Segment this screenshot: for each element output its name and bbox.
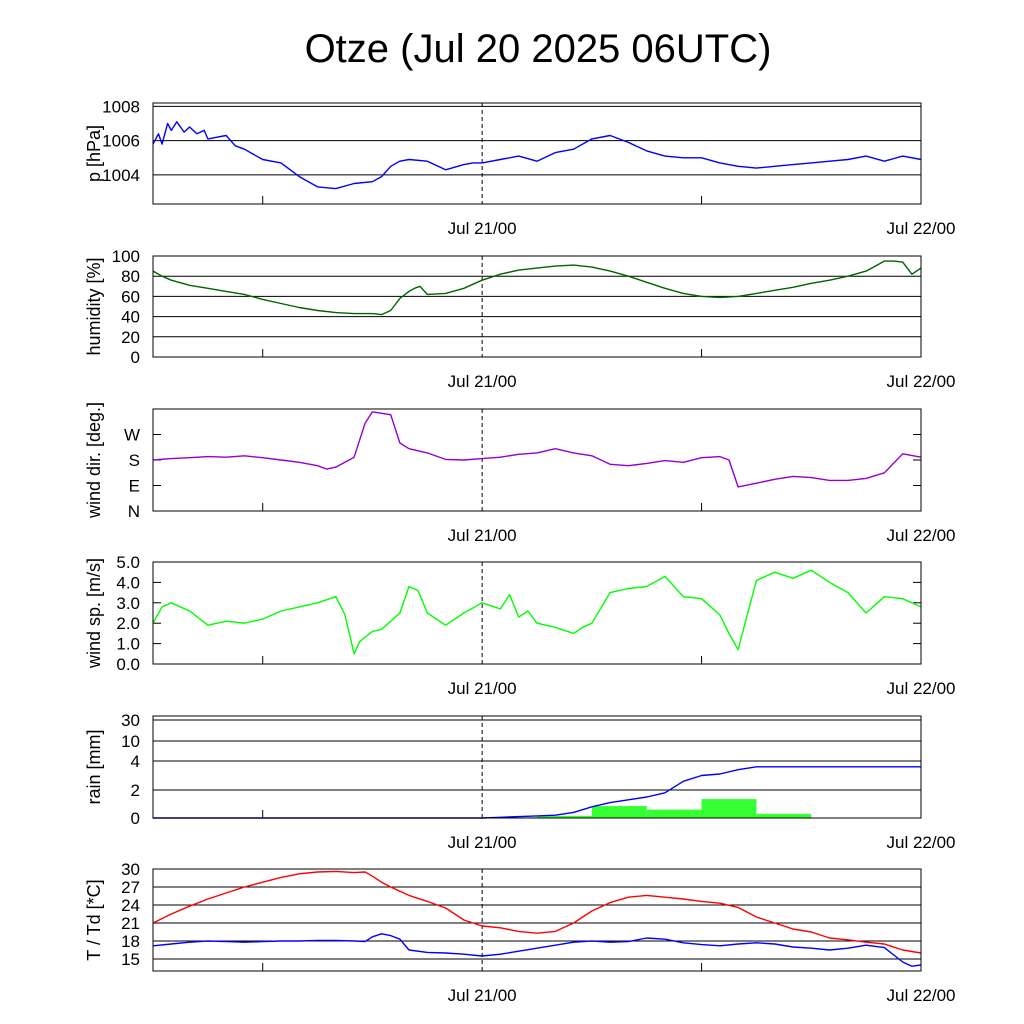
ytick-label-wind_dir: S (129, 451, 140, 470)
xtick-label-pressure: Jul 22/00 (887, 219, 956, 238)
ytick-label-rain: 10 (121, 732, 140, 751)
ytick-label-humidity: 20 (121, 328, 140, 347)
xtick-label-pressure: Jul 21/00 (448, 219, 517, 238)
rain-bar (701, 799, 757, 818)
xtick-label-wind_speed: Jul 22/00 (887, 679, 956, 698)
y-axis-label-wind_speed: wind sp. [m/s] (84, 558, 104, 669)
ytick-label-wind_dir: W (124, 426, 140, 445)
xtick-label-wind_dir: Jul 21/00 (448, 526, 517, 545)
ytick-label-pressure: 1004 (102, 166, 140, 185)
ytick-label-wind_speed: 0.0 (116, 655, 140, 674)
plot-frame-humidity (152, 255, 922, 358)
rain-bar (756, 813, 812, 818)
ytick-label-temperature: 27 (121, 878, 140, 897)
ytick-label-rain: 30 (121, 711, 140, 730)
series-line-pressure (152, 121, 922, 190)
xtick-label-temperature: Jul 22/00 (887, 986, 956, 1005)
panel-pressure: 1004 1006 1008 p [hPa] Jul 21/00 Jul 22/00 (84, 97, 956, 238)
ytick-label-rain: 0 (131, 809, 140, 828)
plot-frame-wind_dir (152, 408, 922, 512)
ytick-label-pressure: 1008 (102, 97, 140, 116)
y-axis-label-wind_dir: wind dir. [deg.] (84, 402, 104, 519)
y-axis-label-temperature: T / Td [*C] (84, 879, 104, 960)
ytick-label-temperature: 15 (121, 950, 140, 969)
ytick-label-wind_dir: E (129, 477, 140, 496)
ytick-label-humidity: 80 (121, 267, 140, 286)
rain-bar (646, 809, 702, 818)
xtick-label-humidity: Jul 21/00 (448, 372, 517, 391)
series-line-rain_cum (153, 766, 921, 819)
ytick-label-wind_speed: 2.0 (116, 614, 140, 633)
ytick-label-temperature: 18 (121, 932, 140, 951)
panel-rain: 0 2 410 30 rain [mm] Jul 21/00 Jul 22/00 (84, 711, 956, 852)
series-line-humidity (152, 260, 922, 316)
y-axis-label-pressure: p [hPa] (84, 125, 104, 182)
plot-frame-temperature (152, 868, 922, 972)
series-line-wind_speed (152, 569, 922, 655)
ytick-label-rain: 4 (131, 752, 140, 771)
xtick-label-wind_speed: Jul 21/00 (448, 679, 517, 698)
ytick-label-temperature: 24 (121, 896, 140, 915)
ytick-label-humidity: 100 (112, 247, 140, 266)
ytick-label-wind_dir: N (128, 502, 140, 521)
ytick-label-temperature: 21 (121, 914, 140, 933)
xtick-label-rain: Jul 22/00 (887, 833, 956, 852)
rain-bar (537, 815, 592, 818)
plot-frame-wind_speed (152, 561, 922, 665)
xtick-label-rain: Jul 21/00 (448, 833, 517, 852)
series-line-temperature (152, 870, 922, 954)
ytick-label-humidity: 0 (131, 348, 140, 367)
xtick-label-wind_dir: Jul 22/00 (887, 526, 956, 545)
ytick-label-humidity: 60 (121, 287, 140, 306)
xtick-label-humidity: Jul 22/00 (887, 372, 956, 391)
series-line-wind_dir (152, 411, 922, 488)
rain-bar (591, 806, 647, 818)
y-axis-label-humidity: humidity [%] (84, 257, 104, 355)
ytick-label-wind_speed: 3.0 (116, 594, 140, 613)
ytick-label-wind_speed: 4.0 (116, 573, 140, 592)
chart-title: Otze (Jul 20 2025 06UTC) (305, 27, 772, 71)
panel-wind_speed: 0.01.0 2.03.0 4.05.0 wind sp. [m/s] Jul 21/0… (84, 553, 956, 698)
ytick-label-humidity: 40 (121, 308, 140, 327)
ytick-label-wind_speed: 5.0 (116, 553, 140, 572)
y-axis-label-rain: rain [mm] (84, 729, 104, 804)
ytick-label-pressure: 1006 (102, 132, 140, 151)
plot-frame-pressure (152, 102, 922, 205)
ytick-label-wind_speed: 1.0 (116, 635, 140, 654)
plot-frame-rain (152, 715, 922, 819)
ytick-label-temperature: 30 (121, 860, 140, 879)
ytick-label-rain: 2 (131, 781, 140, 800)
series-line-dewpoint (152, 933, 922, 967)
xtick-label-temperature: Jul 21/00 (448, 986, 517, 1005)
